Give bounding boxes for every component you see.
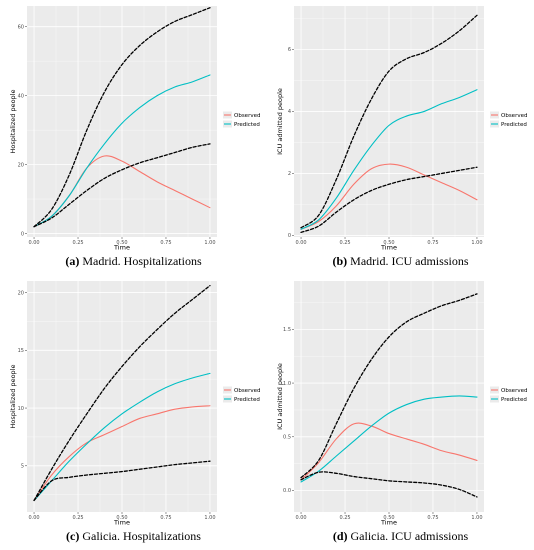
y-tick-label: 4 — [288, 109, 291, 115]
y-tick-label: 0.0 — [283, 488, 291, 494]
x-tick-label: 0.75 — [160, 515, 171, 521]
predicted-line — [300, 89, 478, 230]
y-tick-label: 5 — [21, 464, 24, 470]
caption-text: Galicia. Hospitalizations — [82, 529, 201, 543]
y-tick-label: 0.5 — [283, 434, 291, 440]
chart-panel-madrid-hospitalizations: 0 20 40 60 0.00 0.25 0.50 0.75 1.00 Time Hospitali… — [0, 0, 267, 275]
y-tick-label: 10 — [18, 406, 24, 412]
bound-line — [300, 471, 478, 498]
bound-line — [33, 143, 211, 228]
caption-label: (a) — [65, 254, 80, 268]
x-axis-label: Time — [380, 244, 397, 251]
predicted-line — [33, 372, 211, 501]
bound-line — [33, 7, 211, 228]
y-tick-label: 1.5 — [283, 327, 291, 333]
x-tick-label: 1.00 — [204, 515, 215, 521]
legend-label: Predicted — [234, 397, 260, 403]
legend-label: Predicted — [234, 122, 260, 128]
chart-panel-galicia-hospitalizations: 5 10 15 20 0.00 0.25 0.50 0.75 1.00 Time Hospitali… — [0, 275, 267, 550]
x-tick-label: 0.25 — [72, 515, 83, 521]
x-tick-label: 0.75 — [160, 240, 171, 246]
y-axis-label: Hospitalized people — [9, 90, 17, 154]
y-tick-label: 1.0 — [283, 381, 291, 387]
observed-line — [33, 405, 211, 501]
observed-line — [300, 163, 478, 230]
y-axis-label: ICU admitted people — [276, 88, 284, 155]
predicted-line — [33, 74, 211, 228]
predicted-line — [300, 395, 478, 483]
bound-line — [300, 293, 478, 479]
x-tick-label: 0.75 — [427, 240, 438, 246]
x-tick-label: 0.50 — [116, 515, 127, 521]
y-tick-label: 15 — [18, 348, 24, 354]
x-axis-label: Time — [113, 244, 130, 251]
legend-label: Observed — [501, 113, 527, 119]
legend-label: Predicted — [501, 397, 527, 403]
x-tick-label: 0.00 — [295, 515, 306, 521]
chart-panel-madrid-icu: 0 2 4 6 0.00 0.25 0.50 0.75 1.00 Time ICU admitted… — [267, 0, 534, 275]
x-tick-label: 0.50 — [383, 515, 394, 521]
chart-caption: (c) Galicia. Hospitalizations — [0, 529, 267, 544]
x-tick-label: 0.50 — [116, 240, 127, 246]
x-tick-label: 1.00 — [471, 515, 482, 521]
x-axis-label: Time — [113, 519, 130, 526]
chart-panel-galicia-icu: 0.0 0.5 1.0 1.5 0.00 0.25 0.50 0.75 1.00 Time ICU … — [267, 275, 534, 550]
x-tick-label: 0.75 — [427, 515, 438, 521]
chart-svg: 5 10 15 20 0.00 0.25 0.50 0.75 1.00 Time Hospitali… — [9, 281, 260, 526]
chart-caption: (d) Galicia. ICU admissions — [267, 529, 534, 544]
x-axis-label: Time — [380, 519, 397, 526]
x-tick-label: 0.00 — [295, 240, 306, 246]
y-tick-label: 2 — [288, 171, 291, 177]
chart-svg: 0 2 4 6 0.00 0.25 0.50 0.75 1.00 Time ICU admitted… — [276, 6, 527, 251]
bound-line — [33, 284, 211, 502]
chart-caption: (b) Madrid. ICU admissions — [267, 254, 534, 269]
caption-label: (b) — [332, 254, 348, 268]
y-tick-label: 6 — [288, 47, 291, 53]
legend-label: Observed — [501, 388, 527, 394]
legend-label: Observed — [234, 388, 260, 394]
x-tick-label: 1.00 — [204, 240, 215, 246]
y-tick-label: 0 — [21, 231, 24, 237]
legend-label: Observed — [234, 113, 260, 119]
y-axis-label: Hospitalized people — [9, 365, 17, 429]
x-tick-label: 0.25 — [72, 240, 83, 246]
y-tick-label: 60 — [18, 24, 24, 30]
observed-line — [300, 422, 478, 481]
caption-text: Galicia. ICU admissions — [350, 529, 469, 543]
x-tick-label: 0.25 — [339, 240, 350, 246]
y-axis-label: ICU admitted people — [276, 363, 284, 430]
caption-text: Madrid. Hospitalizations — [82, 254, 202, 268]
bound-line — [300, 166, 478, 233]
bound-line — [33, 460, 211, 502]
y-tick-label: 40 — [18, 93, 24, 99]
y-tick-label: 20 — [18, 162, 24, 168]
chart-svg: 0 20 40 60 0.00 0.25 0.50 0.75 1.00 Time Hospitali… — [9, 6, 260, 251]
x-tick-label: 0.50 — [383, 240, 394, 246]
caption-label: (d) — [332, 529, 348, 543]
y-tick-label: 0 — [288, 233, 291, 239]
x-tick-label: 0.00 — [28, 240, 39, 246]
chart-caption: (a) Madrid. Hospitalizations — [0, 254, 267, 269]
bound-line — [300, 14, 478, 229]
legend-label: Predicted — [501, 122, 527, 128]
x-tick-label: 0.00 — [28, 515, 39, 521]
y-tick-label: 20 — [18, 290, 24, 296]
x-tick-label: 1.00 — [471, 240, 482, 246]
caption-text: Madrid. ICU admissions — [350, 254, 469, 268]
chart-svg: 0.0 0.5 1.0 1.5 0.00 0.25 0.50 0.75 1.00 Time ICU … — [276, 281, 527, 526]
x-tick-label: 0.25 — [339, 515, 350, 521]
caption-label: (c) — [66, 529, 80, 543]
